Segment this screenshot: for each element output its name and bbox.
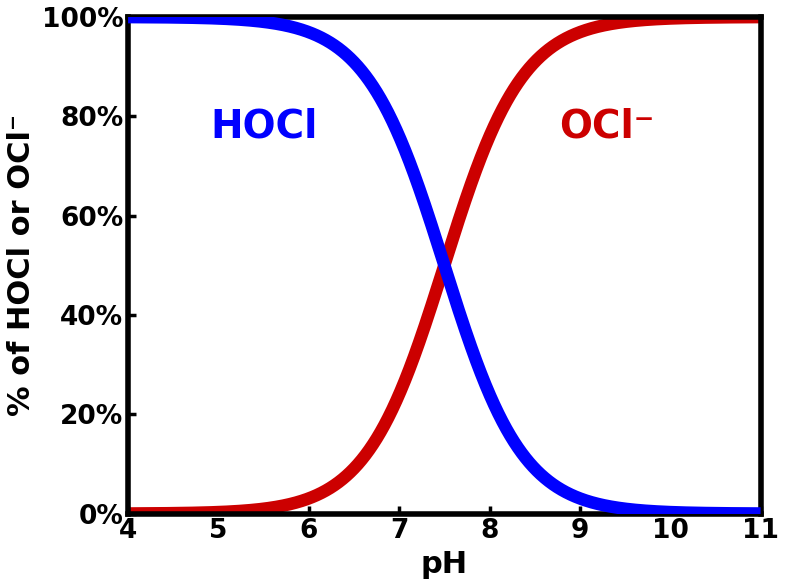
X-axis label: pH: pH: [421, 550, 468, 579]
Text: OCl⁻: OCl⁻: [560, 107, 655, 145]
Text: HOCl: HOCl: [210, 107, 318, 145]
Y-axis label: % of HOCl or OCl⁻: % of HOCl or OCl⁻: [7, 114, 36, 416]
